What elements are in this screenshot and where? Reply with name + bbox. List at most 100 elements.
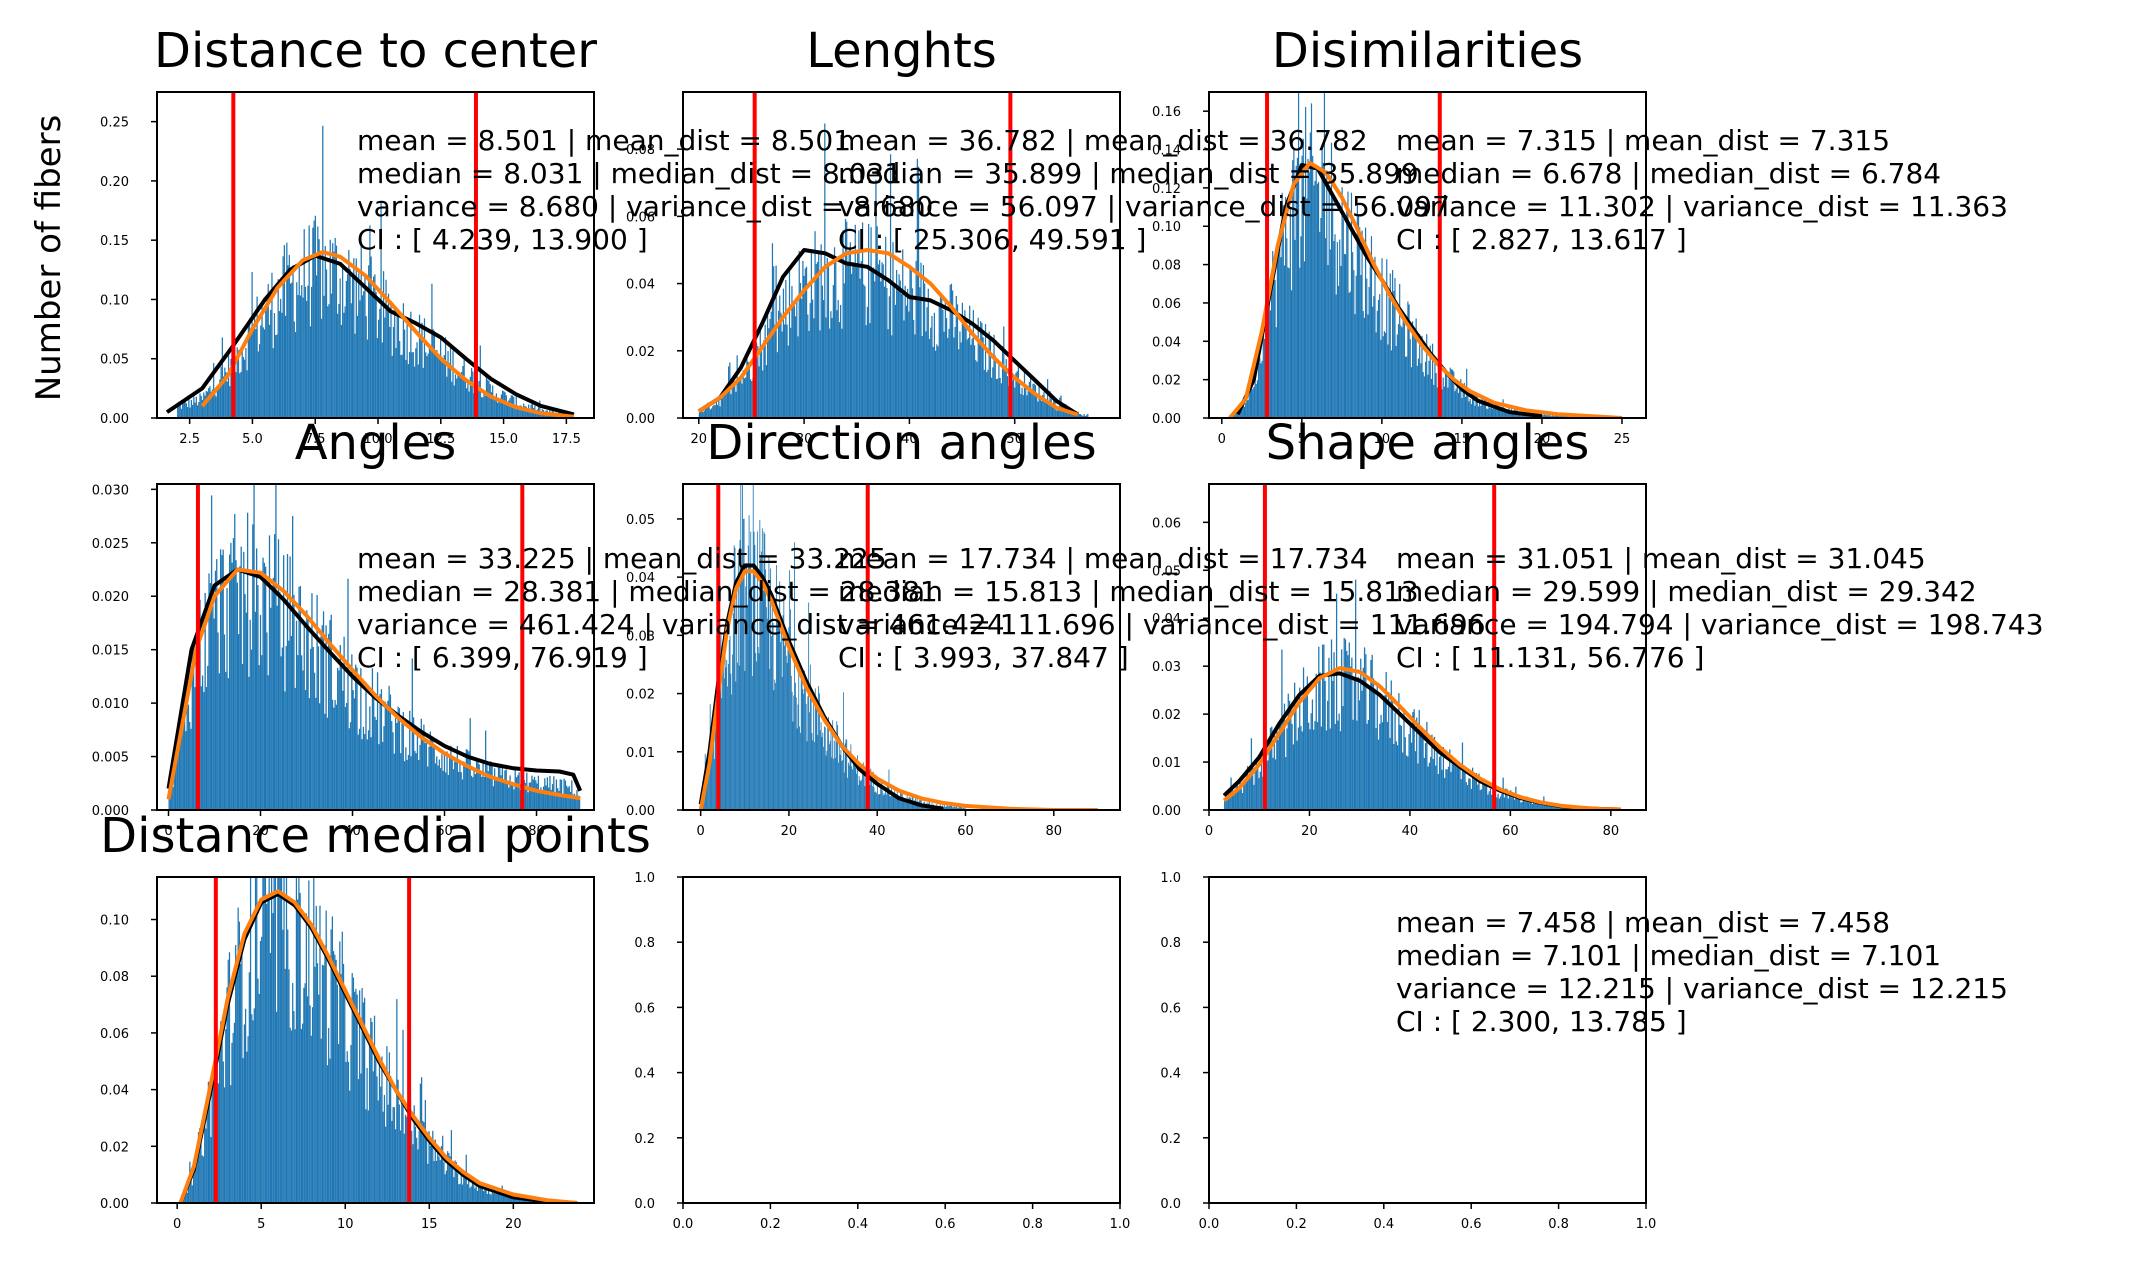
- histogram-bar: [366, 339, 369, 418]
- histogram-bar: [272, 348, 274, 418]
- histogram-bar: [1494, 404, 1496, 418]
- histogram-bar: [1525, 799, 1527, 810]
- histogram-bar: [1050, 399, 1052, 418]
- histogram-bar: [225, 1029, 227, 1203]
- histogram-bar: [851, 766, 853, 810]
- y-tick-label: 0.04: [626, 278, 655, 293]
- histogram-bar: [818, 686, 820, 810]
- histogram-bar: [1017, 363, 1020, 418]
- histogram-bar: [314, 966, 316, 1203]
- histogram-bar: [425, 1132, 428, 1203]
- histogram-bar: [249, 318, 251, 418]
- x-tick-label: 17.5: [552, 432, 581, 447]
- histogram-bar: [242, 356, 245, 418]
- y-tick-label: 0.10: [100, 914, 129, 929]
- histogram-bar: [1328, 657, 1330, 810]
- histogram-bar: [790, 675, 792, 810]
- histogram-bar: [784, 324, 786, 418]
- y-tick-label: 1.0: [1160, 871, 1181, 886]
- histogram-bar: [889, 795, 891, 810]
- histogram-bar: [190, 728, 192, 810]
- histogram-bar: [857, 755, 858, 810]
- histogram-bar: [1244, 778, 1246, 810]
- histogram-bar: [911, 288, 914, 418]
- histogram-bar: [1355, 275, 1357, 418]
- histogram-bar: [813, 318, 815, 418]
- histogram-bar: [895, 798, 897, 810]
- histogram-bar: [361, 295, 364, 418]
- histogram-bar: [1363, 317, 1365, 418]
- histogram-bar: [1432, 759, 1434, 810]
- histogram-bar: [1341, 649, 1343, 810]
- histogram-bar: [807, 314, 809, 418]
- histogram-bar: [192, 641, 195, 810]
- histogram-bar: [289, 1027, 291, 1203]
- histogram-bar: [209, 386, 211, 418]
- subplot-title: Distance to center: [154, 23, 597, 79]
- histogram-bar: [355, 664, 357, 810]
- histogram-bar: [545, 785, 547, 810]
- histogram-bar: [333, 951, 335, 1203]
- histogram-bar: [1414, 335, 1416, 418]
- histogram-bar: [246, 512, 249, 810]
- histogram-bar: [1401, 327, 1403, 418]
- histogram-bar: [484, 1189, 486, 1203]
- histogram-bar: [412, 1144, 414, 1203]
- histogram-bar: [732, 376, 735, 418]
- x-tick-label: 0: [697, 824, 705, 839]
- histogram-bar: [1489, 788, 1492, 810]
- histogram-bar: [415, 753, 417, 810]
- histogram-bar: [295, 877, 298, 1203]
- histogram-bar: [496, 1189, 498, 1203]
- histogram-bar: [1254, 769, 1256, 810]
- histogram-bar: [862, 762, 864, 810]
- histogram-bar: [391, 1120, 393, 1203]
- histogram-bar: [915, 802, 917, 810]
- histogram-bar: [461, 1184, 464, 1203]
- x-tick-label: 40: [1402, 824, 1419, 839]
- histogram-bar: [464, 765, 466, 810]
- histogram-bar: [339, 941, 341, 1203]
- histogram-bar: [931, 315, 933, 418]
- histogram-bar: [283, 555, 285, 810]
- histogram-bar: [793, 695, 795, 810]
- histogram-bar: [1383, 331, 1385, 418]
- histogram-bar: [385, 709, 388, 810]
- histogram-bar: [466, 1184, 469, 1203]
- histogram-bar: [345, 1062, 347, 1203]
- histogram-bar: [724, 390, 726, 418]
- histogram-bar: [1452, 762, 1455, 810]
- histogram-bar: [1422, 371, 1424, 418]
- histogram-bar: [427, 1163, 429, 1203]
- histogram-bar: [1248, 390, 1250, 418]
- histogram-bar: [1308, 172, 1310, 418]
- histogram-bar: [443, 1162, 445, 1203]
- histogram-bar: [219, 379, 221, 418]
- histogram-bar: [1421, 335, 1423, 418]
- histogram-bar: [1469, 778, 1471, 810]
- histogram-bar: [1027, 391, 1029, 418]
- y-tick-label: 0.00: [100, 412, 129, 427]
- histogram-bar: [1369, 256, 1371, 418]
- histogram-bar: [211, 389, 214, 418]
- histogram-bar: [829, 741, 831, 810]
- histogram-bar: [359, 300, 361, 418]
- histogram-bar: [742, 518, 744, 810]
- x-tick-label: 1.0: [1110, 1217, 1131, 1232]
- histogram-bar: [1497, 406, 1500, 418]
- histogram-bar: [1005, 359, 1007, 418]
- histogram-bar: [461, 371, 463, 418]
- histogram-bar: [399, 1130, 402, 1203]
- histogram-bar: [1416, 717, 1418, 810]
- histogram-bar: [495, 1192, 497, 1203]
- histogram-bar: [385, 1126, 387, 1203]
- histogram-bar: [327, 306, 329, 418]
- histogram-bar: [781, 676, 783, 810]
- histogram-bar: [344, 706, 347, 810]
- histogram-bar: [488, 761, 491, 810]
- histogram-bar: [508, 400, 510, 418]
- histogram-bar: [284, 691, 286, 810]
- histogram-bar: [1503, 797, 1506, 810]
- histogram-bar: [1488, 401, 1490, 418]
